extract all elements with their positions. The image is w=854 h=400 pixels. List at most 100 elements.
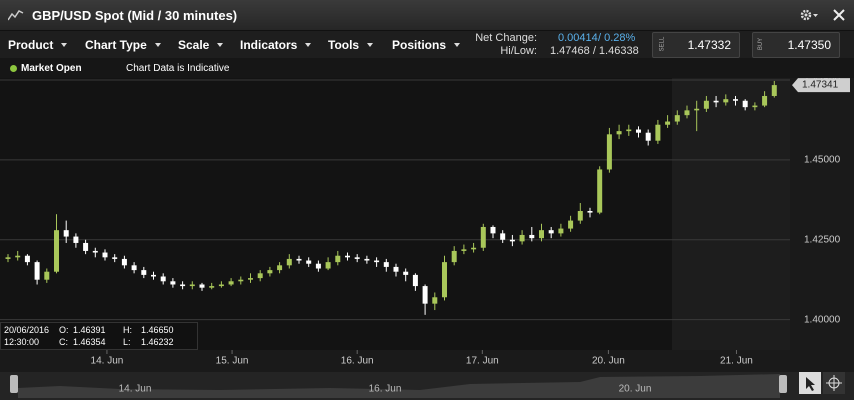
menu-scale[interactable]: Scale xyxy=(178,38,223,52)
buy-button[interactable]: BUY 1.47350 xyxy=(752,32,840,58)
candle-body xyxy=(92,250,98,253)
candle-body xyxy=(626,129,632,132)
candle-body xyxy=(412,274,418,287)
candle-body xyxy=(354,257,360,259)
candle-body xyxy=(112,257,118,259)
time-axis-bg xyxy=(0,350,854,372)
status-dot xyxy=(10,65,17,72)
x-tick-label: 15. Jun xyxy=(216,356,249,367)
candle-body xyxy=(335,255,341,263)
candle-body xyxy=(267,270,273,274)
x-tick-label: 21. Jun xyxy=(720,356,753,367)
close-button[interactable] xyxy=(832,8,846,22)
hilow-label: Hi/Low: xyxy=(500,45,537,57)
net-change-pct: / 0.28% xyxy=(598,32,636,44)
candle-body xyxy=(490,226,496,234)
info-date: 20/06/2016 xyxy=(4,325,50,335)
candle-body xyxy=(15,255,21,258)
candle-body xyxy=(742,100,748,108)
candle-body xyxy=(141,270,147,275)
x-tick-label: 14. Jun xyxy=(91,356,124,367)
buy-label: BUY xyxy=(758,37,765,51)
candle-body xyxy=(199,284,205,288)
info-l: 1.46232 xyxy=(141,337,174,347)
info-c-label: C: xyxy=(59,337,68,347)
y-tick-label: 1.42500 xyxy=(804,234,841,245)
candle-body xyxy=(441,262,447,298)
candle-body xyxy=(170,281,176,285)
candle-body xyxy=(597,169,603,213)
candle-body xyxy=(296,258,302,261)
candle-body xyxy=(422,286,428,304)
plot-bg xyxy=(0,78,790,350)
candle-body xyxy=(529,234,535,239)
candle-body xyxy=(577,211,583,221)
candle-body xyxy=(771,85,777,96)
candle-body xyxy=(247,278,253,280)
menu-product[interactable]: Product xyxy=(8,38,67,52)
navigator-label: 14. Jun xyxy=(119,384,152,395)
candle-body xyxy=(635,129,641,133)
candle-body xyxy=(752,105,758,108)
candle-body xyxy=(558,228,564,234)
info-box: 20/06/2016 12:30:00 O: 1.46391 C: 1.4635… xyxy=(0,322,198,350)
candle-body xyxy=(121,258,127,266)
candle-body xyxy=(83,242,89,251)
info-h-label: H: xyxy=(123,325,132,335)
status-bar: Market Open Chart Data is Indicative xyxy=(0,58,854,78)
candle-body xyxy=(645,132,651,141)
candle-body xyxy=(568,220,574,229)
candle-body xyxy=(732,99,738,101)
settings-button[interactable] xyxy=(800,8,820,22)
navigator-handle-left[interactable] xyxy=(10,375,18,393)
menu-positions[interactable]: Positions xyxy=(392,38,460,52)
candle-body xyxy=(44,271,50,280)
candle-body xyxy=(655,124,661,141)
x-tick-label: 20. Jun xyxy=(592,356,625,367)
candle-body xyxy=(703,100,709,109)
last-price-tag xyxy=(792,78,850,93)
sell-button[interactable]: SELL 1.47332 xyxy=(652,32,740,58)
candle-body xyxy=(325,262,331,269)
hilow: 1.47468 / 1.46338 xyxy=(550,45,639,57)
net-change: 0.00414 xyxy=(558,32,598,44)
candle-body xyxy=(587,211,593,213)
candle-body xyxy=(393,266,399,272)
menu-tools[interactable]: Tools xyxy=(328,38,373,52)
last-price-label: 1.47341 xyxy=(802,80,839,91)
highlight-band xyxy=(672,78,790,350)
y-tick-label: 1.45000 xyxy=(804,155,841,166)
navigator-area xyxy=(18,374,780,398)
info-c: 1.46354 xyxy=(73,337,106,347)
candle-body xyxy=(34,262,40,280)
candle-body xyxy=(674,115,680,122)
sell-price: 1.47332 xyxy=(687,38,731,52)
candle-body xyxy=(218,284,224,287)
buy-price: 1.47350 xyxy=(787,38,831,52)
candle-body xyxy=(238,279,244,282)
menu-indicators[interactable]: Indicators xyxy=(240,38,311,52)
candle-body xyxy=(451,250,457,263)
info-time: 12:30:00 xyxy=(4,337,40,347)
candle-body xyxy=(383,262,389,267)
candle-body xyxy=(160,276,166,282)
candle-body xyxy=(180,284,186,287)
candle-body xyxy=(432,297,438,304)
candle-body xyxy=(665,121,671,125)
menu-chart-type[interactable]: Chart Type xyxy=(85,38,161,52)
info-l-label: L: xyxy=(123,337,131,347)
navigator-label: 20. Jun xyxy=(619,384,652,395)
candle-body xyxy=(364,258,370,261)
candle-body xyxy=(209,286,215,288)
candle-body xyxy=(344,255,350,258)
candle-body xyxy=(548,230,554,234)
candle-body xyxy=(606,134,612,170)
candle-body xyxy=(723,99,729,103)
candle-body xyxy=(509,239,515,242)
candle-body xyxy=(403,271,409,275)
navigator-label: 16. Jun xyxy=(369,384,402,395)
navigator-handle-right[interactable] xyxy=(779,375,787,393)
candle-body xyxy=(277,265,283,271)
